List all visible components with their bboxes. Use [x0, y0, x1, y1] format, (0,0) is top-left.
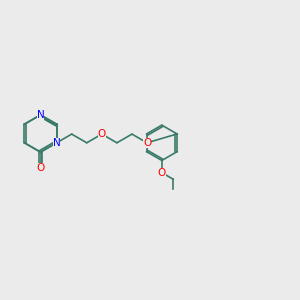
Text: O: O: [36, 163, 45, 173]
Text: O: O: [158, 168, 166, 178]
Text: O: O: [98, 129, 106, 139]
Text: N: N: [53, 138, 61, 148]
Text: N: N: [37, 110, 44, 120]
Text: O: O: [143, 138, 151, 148]
